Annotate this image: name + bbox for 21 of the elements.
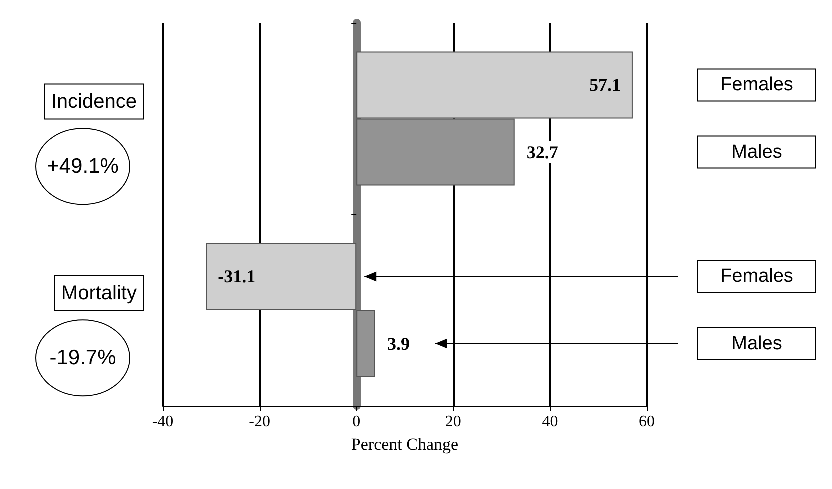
bar bbox=[356, 310, 376, 378]
text: Females bbox=[720, 74, 794, 96]
data-label: -31.1 bbox=[218, 266, 256, 287]
x-axis-title: Percent Change bbox=[351, 435, 459, 454]
text: Males bbox=[732, 142, 782, 163]
data-label: 32.7 bbox=[526, 142, 558, 162]
text: Males bbox=[732, 333, 782, 354]
data-label: 57.1 bbox=[589, 75, 621, 96]
text: Females bbox=[720, 266, 794, 288]
x-tick-label: 20 bbox=[445, 414, 462, 430]
x-tick-label: 40 bbox=[542, 414, 558, 430]
text: +49.1% bbox=[47, 155, 119, 178]
x-tick-label: -20 bbox=[249, 414, 270, 430]
x-tick-label: 0 bbox=[352, 414, 361, 430]
text: -19.7% bbox=[50, 346, 116, 370]
data-label: 3.9 bbox=[387, 334, 410, 354]
y-tick-label: Incidence bbox=[51, 90, 137, 113]
y-tick-label: Mortality bbox=[61, 282, 137, 304]
x-tick-label: 60 bbox=[639, 414, 655, 430]
bar bbox=[206, 243, 357, 310]
x-tick-label: -40 bbox=[152, 414, 174, 430]
